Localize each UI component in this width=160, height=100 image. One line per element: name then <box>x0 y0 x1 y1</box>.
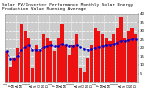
Bar <box>79 68 82 82</box>
Bar <box>12 58 16 82</box>
Bar <box>123 38 126 82</box>
Bar <box>38 51 41 82</box>
Bar <box>57 38 60 82</box>
Bar <box>75 34 78 82</box>
Bar <box>116 28 119 82</box>
Bar <box>5 51 8 82</box>
Bar <box>97 31 100 82</box>
Bar <box>105 38 108 82</box>
Bar <box>90 45 93 82</box>
Bar <box>60 24 64 82</box>
Bar <box>64 45 67 82</box>
Bar <box>108 41 112 82</box>
Bar <box>119 17 123 82</box>
Bar <box>35 45 38 82</box>
Bar <box>68 55 71 82</box>
Bar <box>31 68 34 82</box>
Bar <box>24 31 27 82</box>
Bar <box>86 58 89 82</box>
Bar <box>20 24 23 82</box>
Text: Solar PV/Inverter Performance Monthly Solar Energy Production Value Running Aver: Solar PV/Inverter Performance Monthly So… <box>2 3 133 11</box>
Bar <box>9 67 12 82</box>
Bar <box>46 38 49 82</box>
Bar <box>127 31 130 82</box>
Bar <box>134 34 137 82</box>
Bar <box>101 34 104 82</box>
Bar <box>27 38 30 82</box>
Bar <box>49 41 52 82</box>
Bar <box>94 28 97 82</box>
Bar <box>72 45 75 82</box>
Bar <box>53 51 56 82</box>
Bar <box>112 34 115 82</box>
Bar <box>16 48 19 82</box>
Bar <box>83 72 86 82</box>
Bar <box>42 34 45 82</box>
Bar <box>131 28 134 82</box>
